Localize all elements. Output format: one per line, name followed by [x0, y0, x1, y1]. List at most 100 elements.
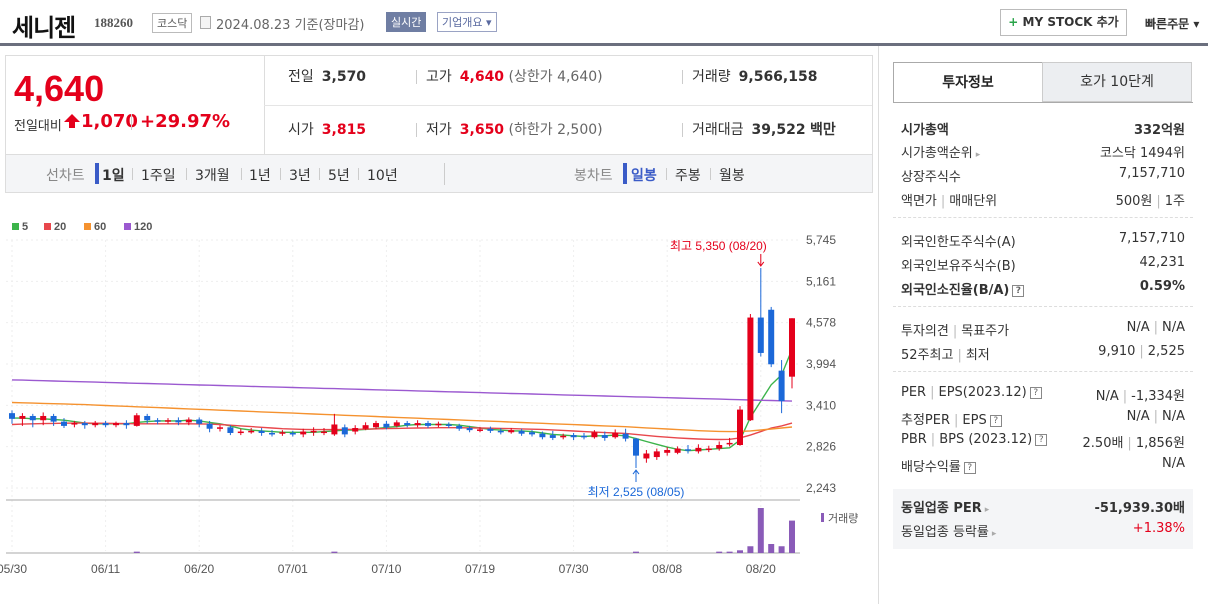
volume-bar	[716, 551, 723, 553]
candle-body	[716, 445, 723, 449]
foreign-limit-row: 외국인한도주식수(A) 7,157,710	[901, 231, 1185, 250]
candle-body	[737, 409, 743, 446]
candle-body	[373, 423, 379, 428]
volume-label: 거래량	[828, 512, 858, 525]
candle-body	[466, 428, 473, 431]
candle-body	[633, 438, 639, 456]
company-overview-button[interactable]: 기업개요 ▾	[437, 12, 497, 32]
legend-label: 60	[94, 221, 106, 233]
candle-body	[300, 431, 307, 435]
candle-monthly[interactable]: 월봉	[719, 168, 745, 184]
candle-body	[248, 430, 255, 433]
period-10y[interactable]: 10년	[367, 168, 398, 184]
candle-body	[508, 430, 515, 433]
period-1y[interactable]: 1년	[249, 168, 271, 184]
help-icon[interactable]: ?	[963, 462, 976, 474]
help-icon[interactable]: ?	[989, 415, 1002, 427]
opinion-target-row: 투자의견 | 목표주가 N/A | N/A	[901, 320, 1185, 339]
tab-quote-10[interactable]: 호가 10단계	[1042, 62, 1192, 102]
legend-label: 5	[22, 221, 28, 233]
candle-body	[258, 430, 265, 433]
candle-body	[383, 423, 390, 428]
candle-body	[445, 424, 452, 426]
x-tick-label: 07/19	[465, 562, 495, 576]
min-arrow-head	[632, 469, 640, 475]
candle-chart-label: 봉차트	[574, 168, 613, 184]
candle-body	[165, 420, 171, 422]
candle-body	[331, 424, 338, 435]
stock-name: 세니젠	[12, 14, 76, 42]
period-3m[interactable]: 3개월	[195, 168, 230, 184]
candle-body	[747, 317, 754, 421]
help-icon[interactable]: ?	[1029, 387, 1042, 399]
candle-body	[29, 415, 36, 421]
volume-bar	[768, 544, 775, 553]
candle-body	[175, 420, 182, 423]
help-icon[interactable]: ?	[1035, 434, 1048, 446]
chevron-right-icon: ▸	[984, 505, 990, 515]
candle-body	[185, 419, 192, 423]
low-price: 저가 3,650 (하한가 2,500)	[426, 122, 603, 138]
candle-daily[interactable]: 일봉	[631, 168, 657, 184]
realtime-button[interactable]: 실시간	[386, 12, 427, 32]
candle-body	[778, 370, 785, 402]
volume-bar	[778, 546, 785, 553]
tab-invest-info[interactable]: 투자정보	[893, 62, 1043, 103]
candle-body	[279, 432, 286, 434]
candle-body	[695, 447, 702, 452]
chevron-right-icon: ▸	[975, 150, 981, 160]
candle-body	[768, 309, 775, 365]
change-label: 전일대비	[14, 119, 62, 134]
candle-body	[196, 419, 203, 424]
y-tick-label: 2,243	[806, 481, 836, 495]
ma-line-5	[12, 349, 793, 452]
up-arrow-icon	[64, 114, 80, 128]
candle-body	[757, 317, 764, 353]
trade-amount: 거래대금 39,522 백만	[692, 122, 836, 138]
change-rate: +29.97%	[140, 111, 231, 132]
candle-body	[705, 448, 712, 451]
y-tick-label: 3,410	[806, 398, 836, 412]
x-tick-label: 07/30	[559, 562, 589, 576]
pbr-bps-row: PBR | BPS (2023.12)? 2.50배 | 1,856원	[901, 432, 1185, 451]
help-icon[interactable]: ?	[1012, 285, 1025, 297]
candle-body	[81, 423, 88, 426]
x-tick-label: 05/30	[0, 562, 27, 576]
candle-body	[113, 423, 119, 426]
candle-body	[321, 431, 327, 434]
add-mystock-label: MY STOCK 추가	[1022, 15, 1119, 29]
volume-bar	[789, 520, 795, 553]
stock-chart[interactable]: 5,745 5,161 4,578 3,994 3,410 2,826 2,243 5 20 60…	[0, 196, 876, 604]
legend-swatch	[84, 223, 91, 230]
per-eps-row: PER | EPS(2023.12)? N/A | -1,334원	[901, 385, 1185, 404]
candle-body	[310, 430, 317, 433]
candle-body	[570, 435, 577, 438]
volume-bar	[633, 551, 639, 553]
period-1d[interactable]: 1일	[102, 168, 125, 184]
quick-order-button[interactable]: 빠른주문 ▾	[1145, 17, 1200, 31]
legend-swatch	[124, 223, 131, 230]
period-1w[interactable]: 1주일	[141, 168, 176, 184]
candle-body	[393, 422, 400, 426]
add-mystock-button[interactable]: + MY STOCK 추가	[1000, 9, 1127, 36]
candle-body	[664, 449, 671, 453]
plus-icon: +	[1008, 15, 1019, 29]
x-tick-label: 07/01	[278, 562, 308, 576]
volume: 거래량 9,566,158	[692, 69, 818, 85]
candle-body	[685, 449, 691, 451]
period-3y[interactable]: 3년	[289, 168, 311, 184]
est-per-row: 추정PER | EPS? N/A | N/A	[901, 409, 1185, 428]
ma-line-20	[11, 422, 793, 441]
plot-area	[6, 240, 800, 488]
week52-row: 52주최고 | 최저 9,910 | 2,525	[901, 344, 1185, 363]
candle-body	[61, 421, 67, 426]
candle-weekly[interactable]: 주봉	[675, 168, 701, 184]
period-5y[interactable]: 5년	[328, 168, 350, 184]
candle-body	[123, 423, 130, 426]
candle-body	[539, 433, 546, 438]
candle-body	[227, 427, 234, 433]
volume-legend-swatch	[821, 513, 824, 522]
market-badge: 코스닥	[152, 13, 193, 33]
candle-body	[341, 427, 348, 435]
cap-rank-row[interactable]: 시가총액순위 ▸ 코스닥 1494위	[901, 146, 1185, 161]
